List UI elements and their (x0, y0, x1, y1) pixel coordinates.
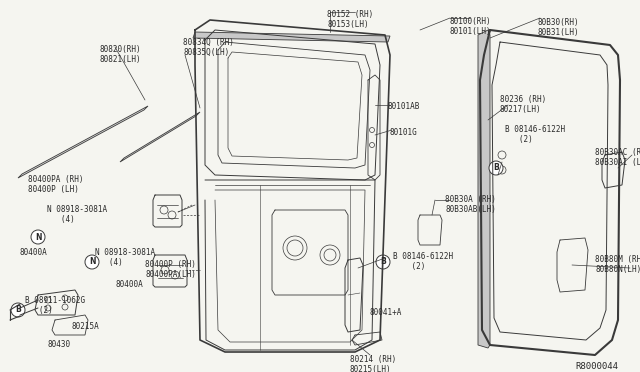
Text: 80215A: 80215A (72, 322, 100, 331)
Circle shape (11, 303, 25, 317)
Polygon shape (120, 112, 200, 162)
Text: B: B (15, 305, 21, 314)
Text: 80B30AC (RH)
80B30AI (LH): 80B30AC (RH) 80B30AI (LH) (595, 148, 640, 167)
Circle shape (376, 255, 390, 269)
Text: 80B30(RH)
80B31(LH): 80B30(RH) 80B31(LH) (537, 18, 579, 38)
Text: 80B30A (RH)
80B30AB(LH): 80B30A (RH) 80B30AB(LH) (445, 195, 496, 214)
Text: N: N (35, 232, 41, 241)
Text: B 08146-6122H
   (2): B 08146-6122H (2) (505, 125, 565, 144)
Circle shape (31, 230, 45, 244)
Text: 80400P (RH)
80400PA(LH): 80400P (RH) 80400PA(LH) (145, 260, 196, 279)
Text: R8000044: R8000044 (575, 362, 618, 371)
Text: N 08918-3081A
   (4): N 08918-3081A (4) (47, 205, 107, 224)
Text: N 08918-3081A
   (4): N 08918-3081A (4) (95, 248, 155, 267)
Text: 80100(RH)
80101(LH): 80100(RH) 80101(LH) (450, 17, 492, 36)
Polygon shape (478, 30, 490, 348)
Text: 80B80M (RH)
80B80N(LH): 80B80M (RH) 80B80N(LH) (595, 255, 640, 275)
Text: 80820(RH)
80821(LH): 80820(RH) 80821(LH) (100, 45, 141, 64)
Text: B: B (493, 164, 499, 173)
Text: 80834Q (RH)
80835Q(LH): 80834Q (RH) 80835Q(LH) (183, 38, 234, 57)
Text: 80236 (RH)
80217(LH): 80236 (RH) 80217(LH) (500, 95, 547, 115)
Text: N: N (89, 257, 95, 266)
Circle shape (85, 255, 99, 269)
Text: 80400A: 80400A (115, 280, 143, 289)
Text: 80041+A: 80041+A (370, 308, 403, 317)
Text: 80152 (RH)
80153(LH): 80152 (RH) 80153(LH) (327, 10, 373, 29)
Text: B 08146-6122H
    (2): B 08146-6122H (2) (393, 252, 453, 272)
Text: 80101G: 80101G (390, 128, 418, 137)
Circle shape (489, 161, 503, 175)
Polygon shape (18, 106, 148, 178)
Text: 80101AB: 80101AB (388, 102, 420, 111)
Text: 80214 (RH)
80215(LH): 80214 (RH) 80215(LH) (350, 355, 396, 372)
Text: 80400A: 80400A (20, 248, 48, 257)
Text: B: B (380, 257, 386, 266)
Polygon shape (193, 32, 390, 42)
Text: 80400PA (RH)
80400P (LH): 80400PA (RH) 80400P (LH) (28, 175, 83, 195)
Text: B 08911-1062G
   (2): B 08911-1062G (2) (25, 296, 85, 315)
Text: 80430: 80430 (48, 340, 71, 349)
